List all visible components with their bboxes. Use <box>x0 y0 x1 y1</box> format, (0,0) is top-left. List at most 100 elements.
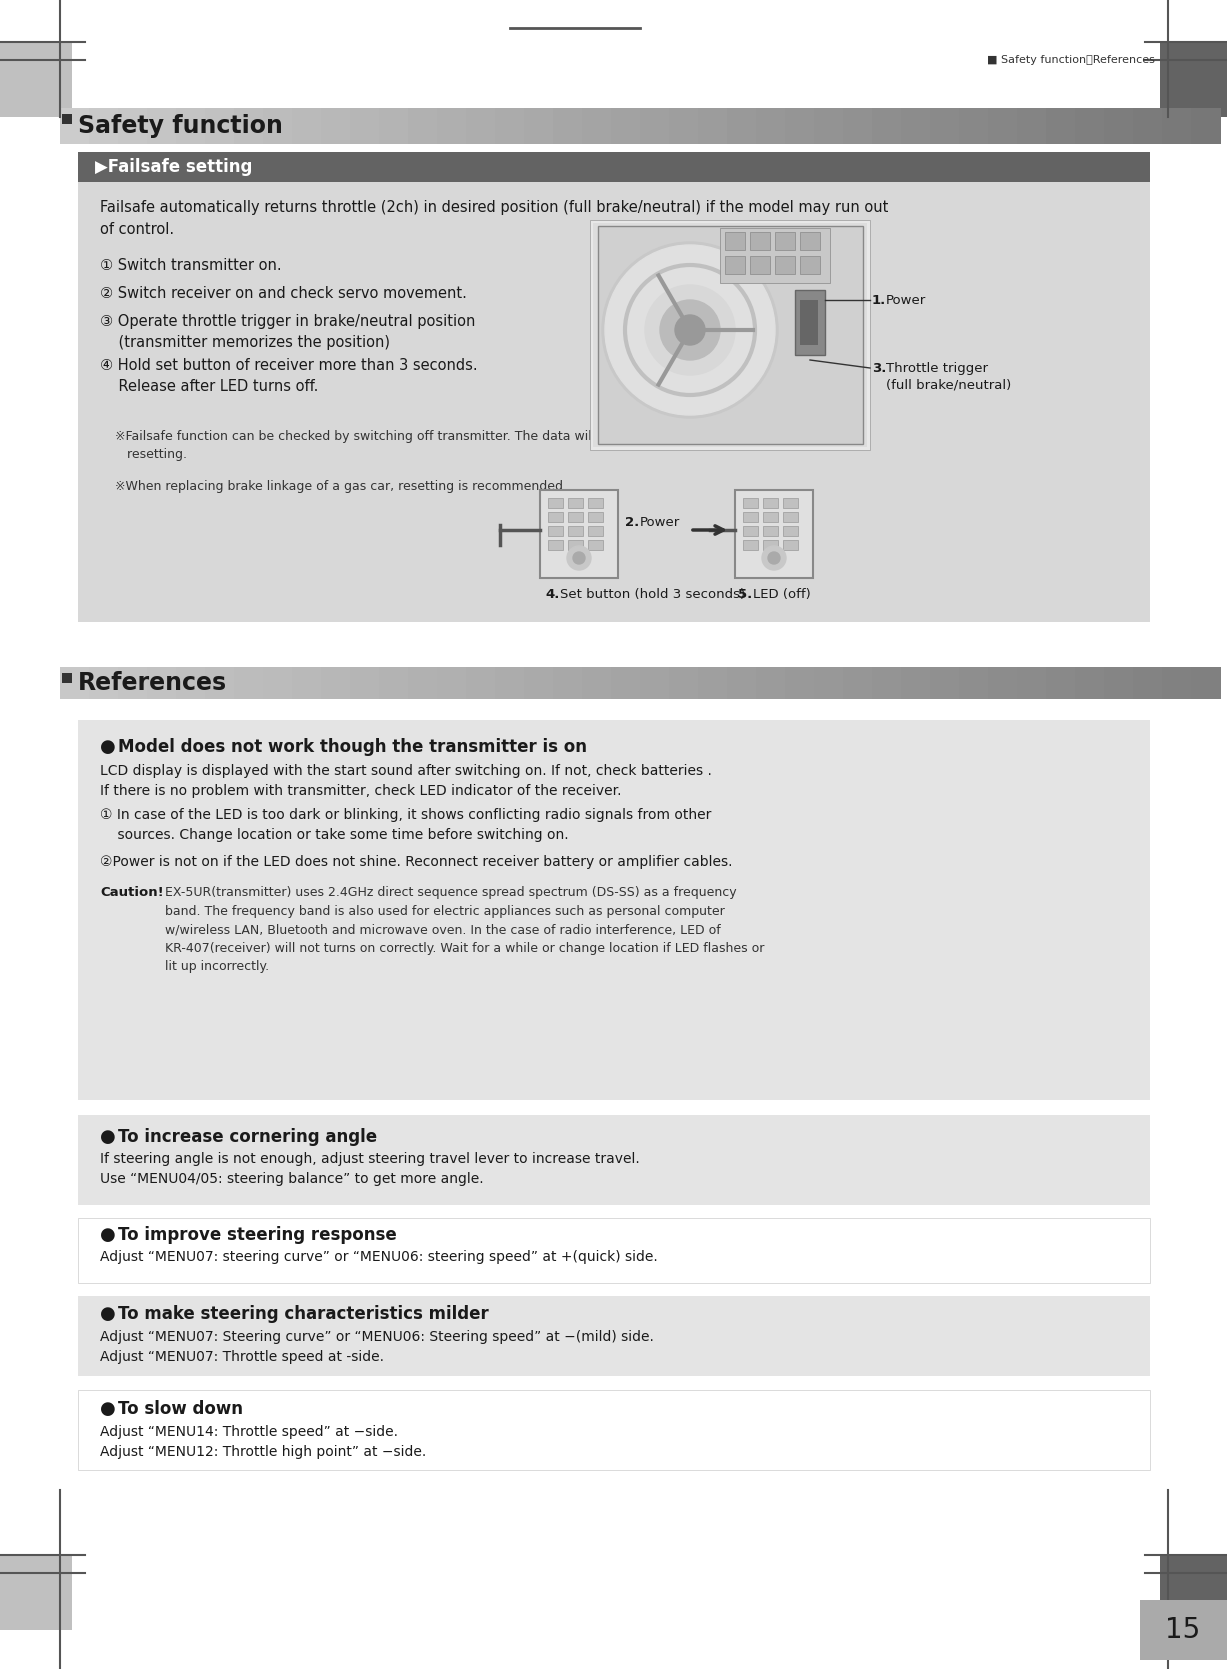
Bar <box>590 220 870 451</box>
Text: 2.: 2. <box>625 516 639 529</box>
Bar <box>640 108 670 144</box>
Text: ●: ● <box>99 1305 115 1324</box>
Circle shape <box>605 245 775 416</box>
Bar <box>735 491 814 577</box>
Text: ●: ● <box>99 1227 115 1243</box>
Bar <box>568 497 583 507</box>
Text: ② Switch receiver on and check servo movement.: ② Switch receiver on and check servo mov… <box>99 285 467 300</box>
Bar <box>1045 108 1076 144</box>
Bar <box>548 497 563 507</box>
Bar <box>234 108 264 144</box>
Bar <box>1133 108 1163 144</box>
Bar <box>588 497 602 507</box>
Bar <box>568 512 583 522</box>
Text: If steering angle is not enough, adjust steering travel lever to increase travel: If steering angle is not enough, adjust … <box>99 1152 639 1187</box>
Bar <box>930 108 960 144</box>
Bar <box>63 113 72 124</box>
Bar <box>720 229 829 284</box>
Bar <box>540 491 618 577</box>
Bar <box>698 668 728 699</box>
Bar <box>568 541 583 551</box>
Bar <box>90 668 119 699</box>
Bar <box>409 668 438 699</box>
Bar <box>783 526 798 536</box>
Bar <box>588 512 602 522</box>
Bar <box>79 1297 1150 1375</box>
Bar <box>1045 668 1076 699</box>
Text: ※Failsafe function can be checked by switching off transmitter. The data will be: ※Failsafe function can be checked by swi… <box>115 431 721 461</box>
Bar <box>0 623 1227 668</box>
Bar <box>988 108 1018 144</box>
Text: References: References <box>79 671 227 694</box>
Bar <box>147 108 177 144</box>
Bar <box>593 224 867 447</box>
Bar <box>775 255 795 274</box>
Bar <box>669 108 699 144</box>
Circle shape <box>768 552 780 564</box>
Bar <box>783 497 798 507</box>
Bar <box>350 108 380 144</box>
Text: (full brake/neutral): (full brake/neutral) <box>886 377 1011 391</box>
Text: To make steering characteristics milder: To make steering characteristics milder <box>118 1305 488 1324</box>
Circle shape <box>573 552 585 564</box>
Bar <box>548 512 563 522</box>
Bar <box>494 108 525 144</box>
Bar <box>725 255 745 274</box>
Bar <box>379 108 409 144</box>
Bar <box>744 541 758 551</box>
Bar <box>79 182 1150 623</box>
Bar <box>728 108 757 144</box>
Bar <box>598 225 863 444</box>
Text: ① Switch transmitter on.: ① Switch transmitter on. <box>99 259 282 274</box>
Bar <box>930 668 960 699</box>
Bar <box>744 512 758 522</box>
Bar <box>872 668 902 699</box>
Bar <box>437 668 467 699</box>
Bar <box>698 108 728 144</box>
Bar <box>1104 668 1134 699</box>
Bar <box>147 668 177 699</box>
Bar <box>843 668 872 699</box>
Bar <box>763 512 778 522</box>
Text: Adjust “MENU07: steering curve” or “MENU06: steering speed” at +(quick) side.: Adjust “MENU07: steering curve” or “MENU… <box>99 1250 658 1263</box>
Bar <box>175 668 206 699</box>
Bar <box>1133 668 1163 699</box>
Circle shape <box>675 315 706 345</box>
Bar <box>800 300 818 345</box>
Bar <box>292 108 321 144</box>
Bar <box>960 108 989 144</box>
Bar <box>1162 108 1191 144</box>
Text: ●: ● <box>99 1128 115 1147</box>
Bar <box>524 108 555 144</box>
Text: Caution!: Caution! <box>99 886 163 900</box>
Bar <box>795 290 825 355</box>
Text: ■ Safety function／References: ■ Safety function／References <box>988 55 1155 65</box>
Bar <box>205 668 236 699</box>
Text: ②Power is not on if the LED does not shine. Reconnect receiver battery or amplif: ②Power is not on if the LED does not shi… <box>99 855 733 870</box>
Bar <box>0 42 72 117</box>
Bar <box>843 108 872 144</box>
Bar <box>494 668 525 699</box>
Bar <box>553 108 583 144</box>
Text: LCD display is displayed with the start sound after switching on. If not, check : LCD display is displayed with the start … <box>99 764 712 798</box>
Bar <box>79 1218 1150 1283</box>
Bar <box>1075 108 1106 144</box>
Bar <box>763 526 778 536</box>
Text: 15: 15 <box>1166 1616 1201 1644</box>
Text: Adjust “MENU07: Steering curve” or “MENU06: Steering speed” at −(mild) side.
Adj: Adjust “MENU07: Steering curve” or “MENU… <box>99 1330 654 1364</box>
Bar <box>750 255 771 274</box>
Bar <box>783 512 798 522</box>
Bar <box>79 1390 1150 1470</box>
Text: To improve steering response: To improve steering response <box>118 1227 396 1243</box>
Bar <box>725 232 745 250</box>
Text: 1.: 1. <box>872 294 886 307</box>
Text: Set button (hold 3 seconds): Set button (hold 3 seconds) <box>560 587 745 601</box>
Bar <box>785 108 815 144</box>
Bar <box>669 668 699 699</box>
Bar <box>350 668 380 699</box>
Bar <box>901 108 931 144</box>
Bar <box>960 668 989 699</box>
Bar <box>321 668 351 699</box>
Bar <box>1017 108 1047 144</box>
Bar <box>437 108 467 144</box>
